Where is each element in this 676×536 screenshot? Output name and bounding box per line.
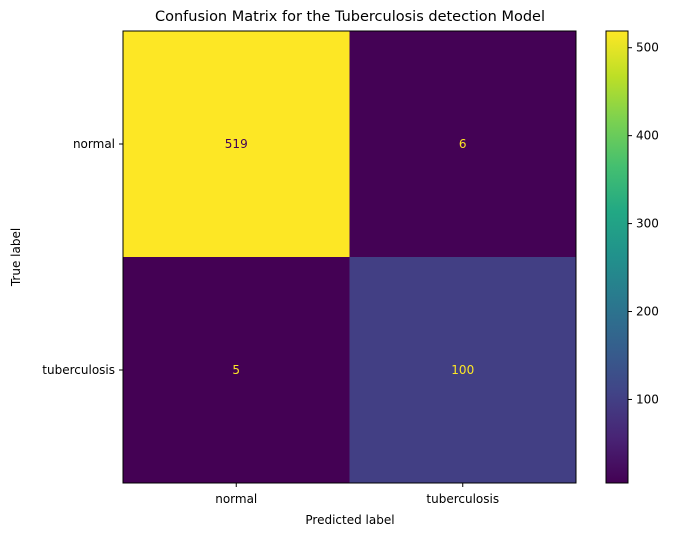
plot-frame bbox=[122, 30, 577, 484]
colorbar: 100 200 300 400 500 bbox=[605, 30, 659, 484]
y-axis-label: True label bbox=[9, 228, 23, 287]
colorbar-tick-label: 500 bbox=[636, 41, 659, 55]
x-axis: normal tuberculosis bbox=[215, 483, 499, 506]
cell-value-label: 519 bbox=[225, 137, 248, 151]
matrix-cells bbox=[123, 31, 577, 484]
matrix-cell bbox=[349, 31, 577, 258]
x-tick-label: normal bbox=[215, 492, 257, 506]
colorbar-tick-label: 300 bbox=[636, 217, 659, 231]
cell-value-label: 5 bbox=[232, 363, 240, 377]
cell-value-label: 100 bbox=[451, 363, 474, 377]
x-tick-label: tuberculosis bbox=[426, 492, 499, 506]
matrix-cell bbox=[123, 257, 350, 484]
y-tick-label: tuberculosis bbox=[42, 363, 115, 377]
matrix-cell bbox=[349, 257, 577, 484]
matrix-cell bbox=[123, 31, 350, 258]
chart-title: Confusion Matrix for the Tuberculosis de… bbox=[155, 9, 545, 25]
colorbar-tick-label: 400 bbox=[636, 129, 659, 143]
y-tick-label: normal bbox=[73, 137, 115, 151]
matrix-cell-labels: 519 6 5 100 bbox=[225, 137, 474, 377]
x-axis-label: Predicted label bbox=[305, 513, 394, 527]
colorbar-gradient bbox=[605, 30, 629, 484]
colorbar-tick-label: 100 bbox=[636, 392, 659, 406]
cell-value-label: 6 bbox=[459, 137, 467, 151]
colorbar-tick-label: 200 bbox=[636, 305, 659, 319]
y-axis: normal tuberculosis bbox=[42, 137, 123, 377]
colorbar-ticks: 100 200 300 400 500 bbox=[628, 41, 659, 406]
